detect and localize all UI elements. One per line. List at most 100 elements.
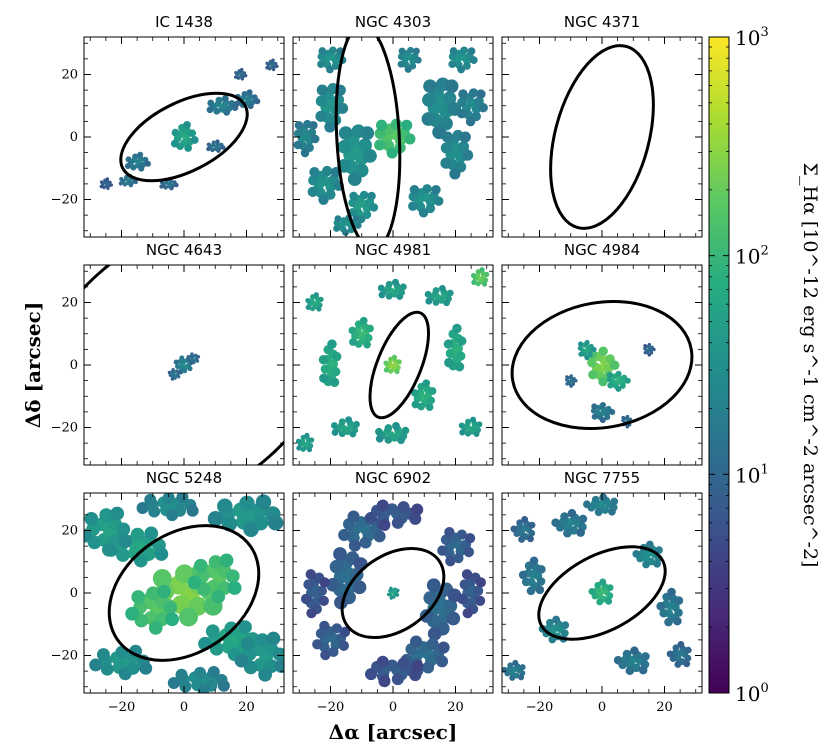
emission-blob <box>395 593 400 597</box>
emission-blob <box>271 67 276 72</box>
emission-blob <box>647 353 651 357</box>
emission-blob <box>587 352 593 358</box>
emission-blob <box>473 430 480 438</box>
emission-blob <box>476 421 483 428</box>
panel-ic-1438: IC 1438 −20 0 20 <box>51 13 285 238</box>
emission-blob <box>187 357 191 362</box>
panel-background <box>502 37 702 237</box>
emission-blob <box>507 662 514 669</box>
emission-blob <box>445 348 456 359</box>
emission-blob <box>431 185 441 195</box>
emission-blob <box>305 297 311 304</box>
emission-blob <box>374 139 386 151</box>
emission-blob <box>148 621 163 635</box>
emission-blob <box>210 147 215 153</box>
emission-blob <box>378 518 391 531</box>
emission-blob <box>594 581 602 589</box>
panel-ngc-4303: NGC 4303 <box>292 13 494 238</box>
emission-blob <box>401 426 410 435</box>
emission-blob <box>630 646 639 656</box>
y-tick-label: −20 <box>51 193 78 208</box>
emission-blob <box>386 503 399 516</box>
emission-blob <box>163 600 178 615</box>
panel-ngc-5248: NGC 5248 −20 0 20 −20 0 20 <box>51 469 285 715</box>
emission-blob <box>267 515 284 531</box>
emission-blob <box>456 108 467 119</box>
emission-blob <box>457 141 470 153</box>
emission-blob <box>300 593 312 605</box>
x-tick-label: −20 <box>526 700 553 715</box>
colorbar-tick-label: 100 <box>735 681 769 706</box>
emission-blob <box>397 501 410 514</box>
y-tick-label: 20 <box>61 68 78 83</box>
emission-blob <box>99 180 104 184</box>
emission-blob <box>421 112 436 126</box>
emission-blob <box>325 182 336 193</box>
emission-blob <box>319 577 330 588</box>
emission-blob <box>219 553 234 568</box>
emission-blob <box>613 655 623 665</box>
emission-blob <box>84 512 99 526</box>
emission-blob <box>438 284 446 292</box>
emission-blob <box>605 597 613 605</box>
y-tick-label: 0 <box>70 358 78 373</box>
emission-blob <box>167 677 180 690</box>
emission-blob <box>102 185 106 190</box>
emission-blob <box>386 592 391 597</box>
emission-blob <box>475 577 486 588</box>
emission-blob <box>467 47 476 55</box>
emission-blob <box>396 293 404 300</box>
emission-blob <box>461 149 474 161</box>
emission-blob <box>359 536 372 549</box>
emission-blob <box>338 640 350 651</box>
emission-blob <box>569 526 579 535</box>
emission-blob <box>308 175 319 186</box>
emission-blob <box>196 355 201 359</box>
emission-blob <box>367 191 376 201</box>
emission-blob <box>516 519 524 527</box>
emission-blob <box>509 674 516 681</box>
emission-blob <box>443 299 451 307</box>
emission-blob <box>388 368 394 374</box>
emission-blob <box>409 184 420 195</box>
emission-blob <box>179 355 185 361</box>
aperture-ellipse <box>119 91 249 183</box>
emission-blob <box>411 659 424 672</box>
emission-blob <box>667 587 676 597</box>
emission-blob <box>330 366 341 377</box>
emission-blob <box>528 529 536 537</box>
x-tick-label: 0 <box>389 700 397 715</box>
emission-blob <box>526 586 536 596</box>
emission-blob <box>295 438 302 444</box>
emission-blob <box>365 668 378 681</box>
colorbar: 100 101 102 103 Σ_Hα [10^-12 erg s^-1 cm^-2… <box>708 25 821 706</box>
emission-blob <box>591 413 598 420</box>
emission-blob <box>105 177 110 181</box>
emission-blob <box>119 176 124 182</box>
emission-blob <box>621 415 625 420</box>
emission-blob <box>347 172 362 187</box>
emission-blob <box>457 65 466 74</box>
emission-blob <box>221 95 229 102</box>
emission-blob <box>267 67 272 71</box>
emission-blob <box>326 65 334 74</box>
emission-blob <box>521 577 531 587</box>
colorbar-label: Σ_Hα [10^-12 erg s^-1 cm^-2 arcsec^-2] <box>799 163 821 568</box>
emission-blob <box>386 147 398 159</box>
emission-blob <box>125 156 132 163</box>
y-tick-label: 20 <box>61 296 78 311</box>
emission-blob <box>378 291 386 299</box>
emission-blob <box>375 427 383 436</box>
emission-blob <box>510 525 518 533</box>
emission-blob <box>274 659 284 673</box>
emission-blob <box>426 637 439 651</box>
emission-blob <box>213 107 221 115</box>
emission-blob <box>101 542 116 557</box>
emission-blob <box>385 280 393 288</box>
emission-blob <box>255 494 272 510</box>
emission-blob <box>146 586 160 601</box>
emission-blob <box>315 95 327 107</box>
emission-blob <box>398 47 406 55</box>
emission-blob <box>465 418 472 425</box>
emission-blob <box>243 521 259 538</box>
